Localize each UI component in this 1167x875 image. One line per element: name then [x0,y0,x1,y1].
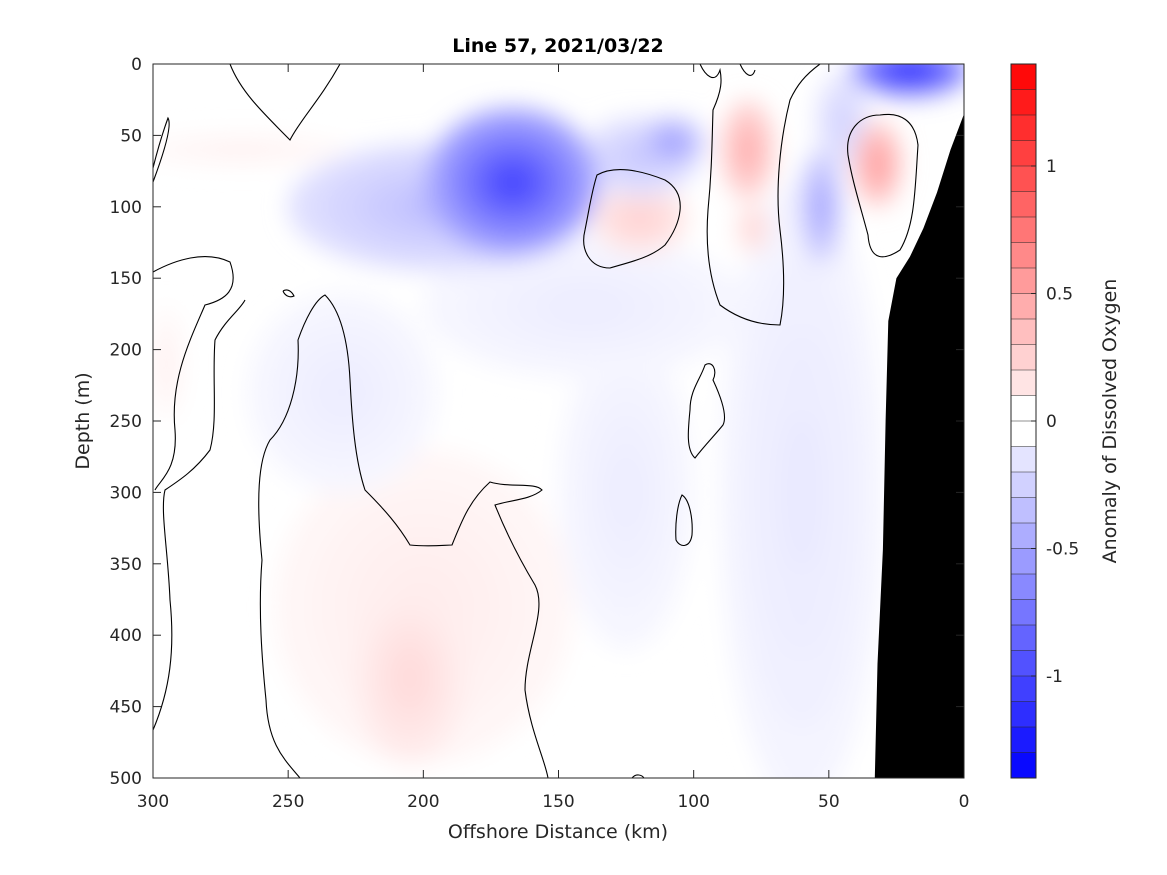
colorbar-swatch [1011,727,1036,753]
colorbar-ticks: 1 0.5 0 -0.5 -1 [1031,157,1079,687]
anomaly-region [781,413,823,571]
anomaly-region [215,146,270,154]
y-tick-label: 50 [120,126,142,146]
colorbar-swatch [1011,650,1036,677]
x-axis-label: Offshore Distance (km) [448,821,668,843]
colorbar-swatch [1011,701,1036,728]
anomaly-region [835,108,850,134]
zero-contour-line [675,494,693,546]
zero-contour-line [153,116,170,183]
zero-contour-line [583,169,681,269]
colorbar-swatch [1011,523,1036,549]
x-tick-label: 100 [677,792,709,812]
x-tick-label: 300 [137,792,169,812]
y-axis-label: Depth (m) [72,372,94,469]
colorbar-tick-label: 1 [1046,157,1057,177]
colorbar-swatch [1011,395,1036,422]
colorbar-swatch [1011,242,1036,269]
anomaly-region [627,209,652,228]
y-tick-label: 300 [110,483,142,503]
zero-contour-line [153,256,234,491]
zero-contour-line [631,774,645,778]
colorbar-swatch [1011,421,1036,447]
anomaly-region [815,192,827,222]
colorbar-swatch [1011,676,1036,702]
colorbar-tick-label: -1 [1046,667,1063,687]
x-tick-label: 200 [407,792,439,812]
colorbar-swatch [1011,115,1036,141]
anomaly-region [740,137,755,163]
zero-contours [153,64,919,778]
x-tick-label: 0 [959,792,970,812]
colorbar-swatch [1011,319,1036,345]
colorbar-swatch [1011,166,1036,192]
y-tick-label: 100 [110,198,142,218]
colorbar-tick-label: -0.5 [1046,540,1079,560]
colorbar-swatch [1011,217,1036,243]
anomaly-region [663,136,681,149]
colorbar-swatch [1011,752,1036,779]
colorbar-swatch [1011,293,1036,320]
zero-contour-line [153,299,246,731]
x-tick-label: 150 [542,792,574,812]
anomaly-blobs [153,64,964,778]
zero-contour-line [229,64,341,141]
anomaly-region [318,367,366,418]
anomaly-region [895,64,925,78]
y-tick-label: 0 [131,55,142,75]
y-tick-label: 450 [110,698,142,718]
colorbar-swatch [1011,64,1036,90]
zero-contour-line [739,64,756,76]
anomaly-region [162,349,171,379]
anomaly-region [609,453,643,532]
colorbar-swatches [1011,63,1036,779]
colorbar-swatch [1011,370,1036,396]
colorbar-swatch [1011,89,1036,116]
zero-contour-line [847,113,919,258]
land-mask [874,114,964,778]
x-tick-label: 50 [818,792,840,812]
zero-contour-line [282,289,295,298]
colorbar-swatch [1011,574,1036,600]
y-tick-label: 350 [110,555,142,575]
zero-contour-line [687,363,726,459]
colorbar: 1 0.5 0 -0.5 -1 [1010,63,1079,779]
anomaly-region [749,221,758,235]
colorbar-label: Anomaly of Dissolved Oxygen [1099,279,1121,564]
anomaly-region [396,656,424,700]
colorbar-tick-label: 0.5 [1046,285,1073,305]
colorbar-swatch [1011,625,1036,651]
colorbar-swatch [1011,191,1036,218]
x-tick-label: 250 [272,792,304,812]
y-tick-label: 500 [110,769,142,789]
colorbar-swatch [1011,446,1036,473]
anomaly-region [490,163,535,202]
y-tick-label: 250 [110,412,142,432]
anomaly-region [544,288,627,325]
y-tick-label: 200 [110,341,142,361]
colorbar-tick-label: 0 [1046,412,1057,432]
chart-title: Line 57, 2021/03/22 [452,35,664,57]
x-axis: 300 250 200 150 100 50 0 [137,64,970,812]
anomaly-region [871,153,884,175]
colorbar-swatch [1011,548,1036,575]
zero-contour-line [699,64,821,326]
colorbar-swatch [1011,472,1036,498]
zero-contour-line [258,294,549,778]
colorbar-swatch [1011,497,1036,524]
plot-area [152,63,965,779]
colorbar-swatch [1011,140,1036,167]
colorbar-swatch [1011,344,1036,371]
colorbar-swatch [1011,268,1036,294]
y-tick-label: 400 [110,626,142,646]
y-axis: 0 50 100 150 200 250 300 350 400 450 500 [110,55,964,789]
colorbar-swatch [1011,599,1036,626]
anomaly-field [153,64,964,778]
y-tick-label: 150 [110,269,142,289]
